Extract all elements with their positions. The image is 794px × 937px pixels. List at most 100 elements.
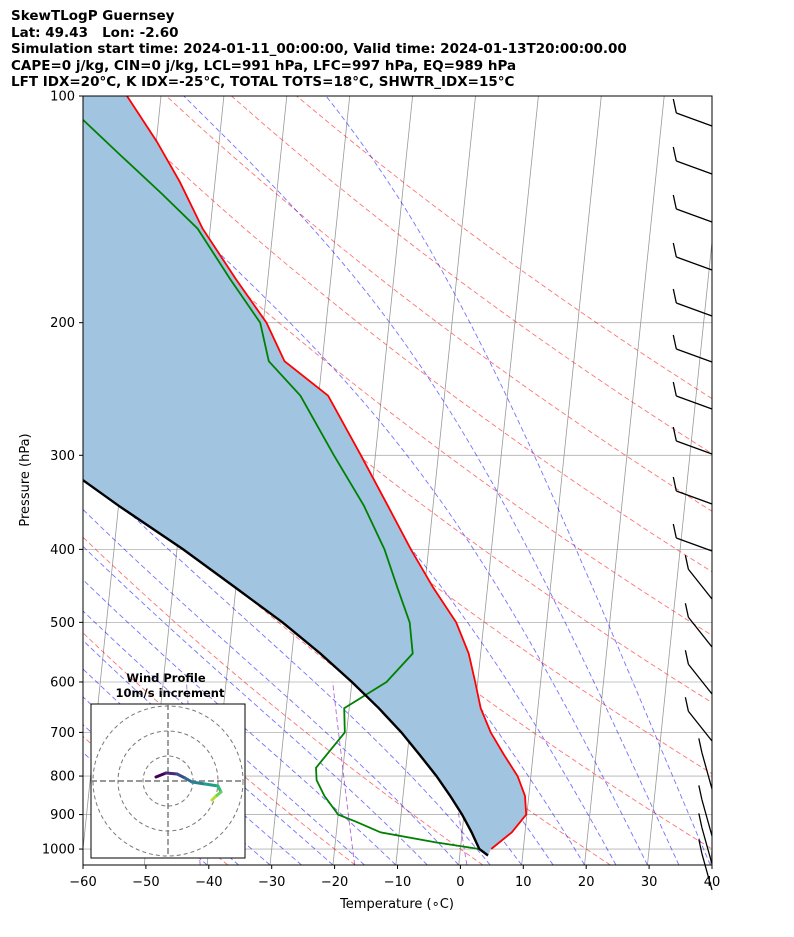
moist-adiabat xyxy=(83,545,428,865)
barb-staff xyxy=(687,663,713,695)
cape-shading xyxy=(83,96,527,856)
barb-flag xyxy=(672,98,677,114)
hodograph-segment xyxy=(190,780,207,786)
wind-barb xyxy=(672,426,713,455)
x-tick-label: 10 xyxy=(515,875,532,890)
barb-flag xyxy=(672,476,677,492)
barb-staff xyxy=(676,208,713,223)
y-axis-label: Pressure (hPa) xyxy=(18,433,33,526)
y-tick-label: 100 xyxy=(50,90,75,105)
barb-flag xyxy=(698,738,703,753)
x-axis-label: Temperature (∘C) xyxy=(339,897,454,912)
barb-staff xyxy=(676,348,713,363)
wind-barb xyxy=(672,194,713,223)
temperature-line xyxy=(126,96,528,850)
y-tick-label: 700 xyxy=(50,726,75,741)
barb-staff xyxy=(687,616,713,648)
wind-barb xyxy=(698,738,713,790)
x-tick-label: 0 xyxy=(456,875,464,890)
y-tick-label: 800 xyxy=(50,770,75,785)
parcel-line xyxy=(83,478,489,857)
y-tick-label: 200 xyxy=(50,316,75,331)
wind-barb xyxy=(684,603,713,648)
chart-title: SkewTLogP Guernsey xyxy=(11,8,175,24)
y-tick-label: 1000 xyxy=(42,843,75,858)
barb-flag xyxy=(672,381,677,397)
barb-flag xyxy=(672,523,677,539)
barb-flag xyxy=(698,785,703,800)
wind-barb xyxy=(672,288,713,317)
moist-adiabat xyxy=(83,639,334,865)
hodograph-segment xyxy=(210,795,217,802)
inset-subtitle: 10m/s increment xyxy=(116,686,225,700)
barb-flag xyxy=(684,650,690,665)
barb-flag xyxy=(672,426,677,442)
barb-flag xyxy=(698,813,703,828)
x-tick-label: −10 xyxy=(384,875,411,890)
indices-line: LFT IDX=20°C, K IDX=-25°C, TOTAL TOTS=18… xyxy=(11,74,515,90)
y-tick-label: 400 xyxy=(50,543,75,558)
y-tick-label: 900 xyxy=(50,808,75,823)
barb-staff xyxy=(676,112,713,127)
x-tick-label: 40 xyxy=(704,875,721,890)
moist-adiabat xyxy=(83,610,365,865)
isotherm xyxy=(647,237,712,865)
barb-flag xyxy=(684,697,690,712)
moist-adiabat xyxy=(83,118,648,865)
wind-barb xyxy=(698,839,713,891)
barb-staff xyxy=(676,302,713,317)
wind-barb xyxy=(684,697,713,742)
barb-staff xyxy=(687,710,713,742)
barb-staff xyxy=(701,853,713,891)
barb-staff xyxy=(676,440,713,455)
dry-adiabat xyxy=(83,632,356,865)
isotherm xyxy=(521,96,602,865)
wind-barb xyxy=(672,381,713,410)
barb-flag xyxy=(672,194,677,210)
y-axis: 1000 900 800 700 600 500 400 300 200 100 xyxy=(42,90,83,858)
moist-adiabat xyxy=(83,508,460,865)
wind-profile-inset: Wind Profile 10m/s increment xyxy=(90,671,246,859)
dry-adiabat xyxy=(231,96,712,455)
dry-adiabat xyxy=(83,536,484,865)
dewpoint-line xyxy=(83,118,480,850)
wind-barb xyxy=(672,476,713,505)
barb-staff xyxy=(676,490,713,505)
moist-adiabat xyxy=(183,96,680,865)
hodograph-segment xyxy=(154,771,168,779)
wind-barb xyxy=(672,523,713,552)
wind-barb xyxy=(684,650,713,695)
barb-flag xyxy=(684,603,690,618)
hodograph-segment xyxy=(203,782,220,788)
isotherm xyxy=(709,845,712,865)
moist-adiabat xyxy=(83,467,491,865)
cape-line: CAPE=0 j/kg, CIN=0 j/kg, LCL=991 hPa, LF… xyxy=(11,57,517,74)
wind-barb xyxy=(672,98,713,127)
barb-staff xyxy=(687,568,713,600)
x-tick-label: −40 xyxy=(195,875,222,890)
barb-flag xyxy=(672,288,677,304)
x-tick-label: −60 xyxy=(69,875,96,890)
wind-barbs xyxy=(672,98,713,891)
x-tick-label: −20 xyxy=(321,875,348,890)
wind-barb xyxy=(684,555,713,600)
barb-flag xyxy=(672,242,677,258)
moist-adiabat xyxy=(325,96,711,865)
inset-title: Wind Profile xyxy=(126,671,206,685)
x-axis: −60 −50 −40 −30 −20 −10 0 10 20 30 40 xyxy=(69,865,720,890)
hodograph xyxy=(91,704,245,858)
barb-staff xyxy=(676,160,713,175)
barb-staff xyxy=(676,256,713,271)
barb-flag xyxy=(684,555,690,570)
location-line: Lat: 49.43 Lon: -2.60 xyxy=(11,24,179,41)
dry-adiabat xyxy=(100,96,712,573)
chart-title-block: SkewTLogP Guernsey Lat: 49.43 Lon: -2.60… xyxy=(11,8,627,91)
wind-barb xyxy=(672,242,713,271)
hodograph-segment xyxy=(164,771,179,776)
wind-barb xyxy=(672,146,713,175)
barb-staff xyxy=(701,752,713,790)
isotherm xyxy=(584,96,665,865)
profile-lines xyxy=(83,96,528,857)
y-tick-label: 600 xyxy=(50,675,75,690)
